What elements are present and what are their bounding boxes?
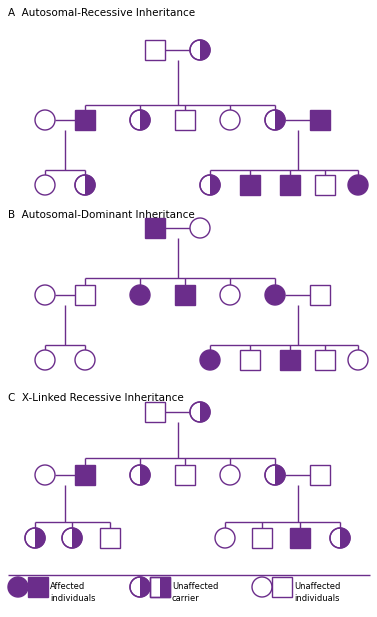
- Bar: [240, 175, 260, 195]
- Circle shape: [348, 175, 368, 195]
- Wedge shape: [210, 175, 220, 195]
- Circle shape: [190, 40, 210, 60]
- Bar: [75, 285, 95, 305]
- Bar: [145, 218, 165, 238]
- Bar: [145, 40, 165, 60]
- Wedge shape: [200, 402, 210, 422]
- Bar: [150, 577, 170, 597]
- Text: Unaffected
carrier: Unaffected carrier: [172, 582, 218, 603]
- Circle shape: [35, 110, 55, 130]
- Circle shape: [200, 350, 220, 370]
- Circle shape: [190, 402, 210, 422]
- Wedge shape: [85, 175, 95, 195]
- Circle shape: [220, 465, 240, 485]
- Bar: [100, 528, 120, 548]
- Bar: [290, 528, 310, 548]
- Bar: [280, 175, 300, 195]
- Circle shape: [265, 110, 285, 130]
- Circle shape: [215, 528, 235, 548]
- Bar: [150, 577, 170, 597]
- Circle shape: [8, 577, 28, 597]
- Circle shape: [62, 528, 82, 548]
- Wedge shape: [140, 110, 150, 130]
- Bar: [310, 465, 330, 485]
- Circle shape: [330, 528, 350, 548]
- Wedge shape: [275, 110, 285, 130]
- Bar: [75, 465, 95, 485]
- Bar: [175, 285, 195, 305]
- Text: Affected
individuals: Affected individuals: [50, 582, 95, 603]
- Bar: [175, 110, 195, 130]
- Circle shape: [35, 350, 55, 370]
- Bar: [145, 402, 165, 422]
- Circle shape: [252, 577, 272, 597]
- Circle shape: [265, 285, 285, 305]
- Bar: [315, 350, 335, 370]
- Wedge shape: [35, 528, 45, 548]
- Bar: [272, 577, 292, 597]
- Wedge shape: [340, 528, 350, 548]
- Wedge shape: [140, 465, 150, 485]
- Circle shape: [130, 285, 150, 305]
- Wedge shape: [275, 465, 285, 485]
- Bar: [175, 465, 195, 485]
- Circle shape: [348, 350, 368, 370]
- Text: C  X-Linked Recessive Inheritance: C X-Linked Recessive Inheritance: [8, 393, 184, 403]
- Circle shape: [35, 175, 55, 195]
- Circle shape: [200, 175, 220, 195]
- Bar: [28, 577, 48, 597]
- Circle shape: [265, 465, 285, 485]
- Bar: [240, 350, 260, 370]
- Bar: [280, 350, 300, 370]
- Circle shape: [35, 285, 55, 305]
- Circle shape: [190, 218, 210, 238]
- Wedge shape: [200, 40, 210, 60]
- Circle shape: [130, 465, 150, 485]
- Text: A  Autosomal-Recessive Inheritance: A Autosomal-Recessive Inheritance: [8, 8, 195, 18]
- Circle shape: [130, 110, 150, 130]
- Bar: [252, 528, 272, 548]
- Bar: [315, 175, 335, 195]
- Circle shape: [75, 175, 95, 195]
- Bar: [75, 110, 95, 130]
- Text: B  Autosomal-Dominant Inheritance: B Autosomal-Dominant Inheritance: [8, 210, 195, 220]
- Circle shape: [35, 465, 55, 485]
- Circle shape: [220, 285, 240, 305]
- Circle shape: [75, 350, 95, 370]
- Circle shape: [130, 577, 150, 597]
- Wedge shape: [140, 577, 150, 597]
- Bar: [310, 110, 330, 130]
- Bar: [160, 577, 170, 597]
- Bar: [310, 285, 330, 305]
- Circle shape: [25, 528, 45, 548]
- Text: Unaffected
individuals: Unaffected individuals: [294, 582, 340, 603]
- Circle shape: [220, 110, 240, 130]
- Wedge shape: [72, 528, 82, 548]
